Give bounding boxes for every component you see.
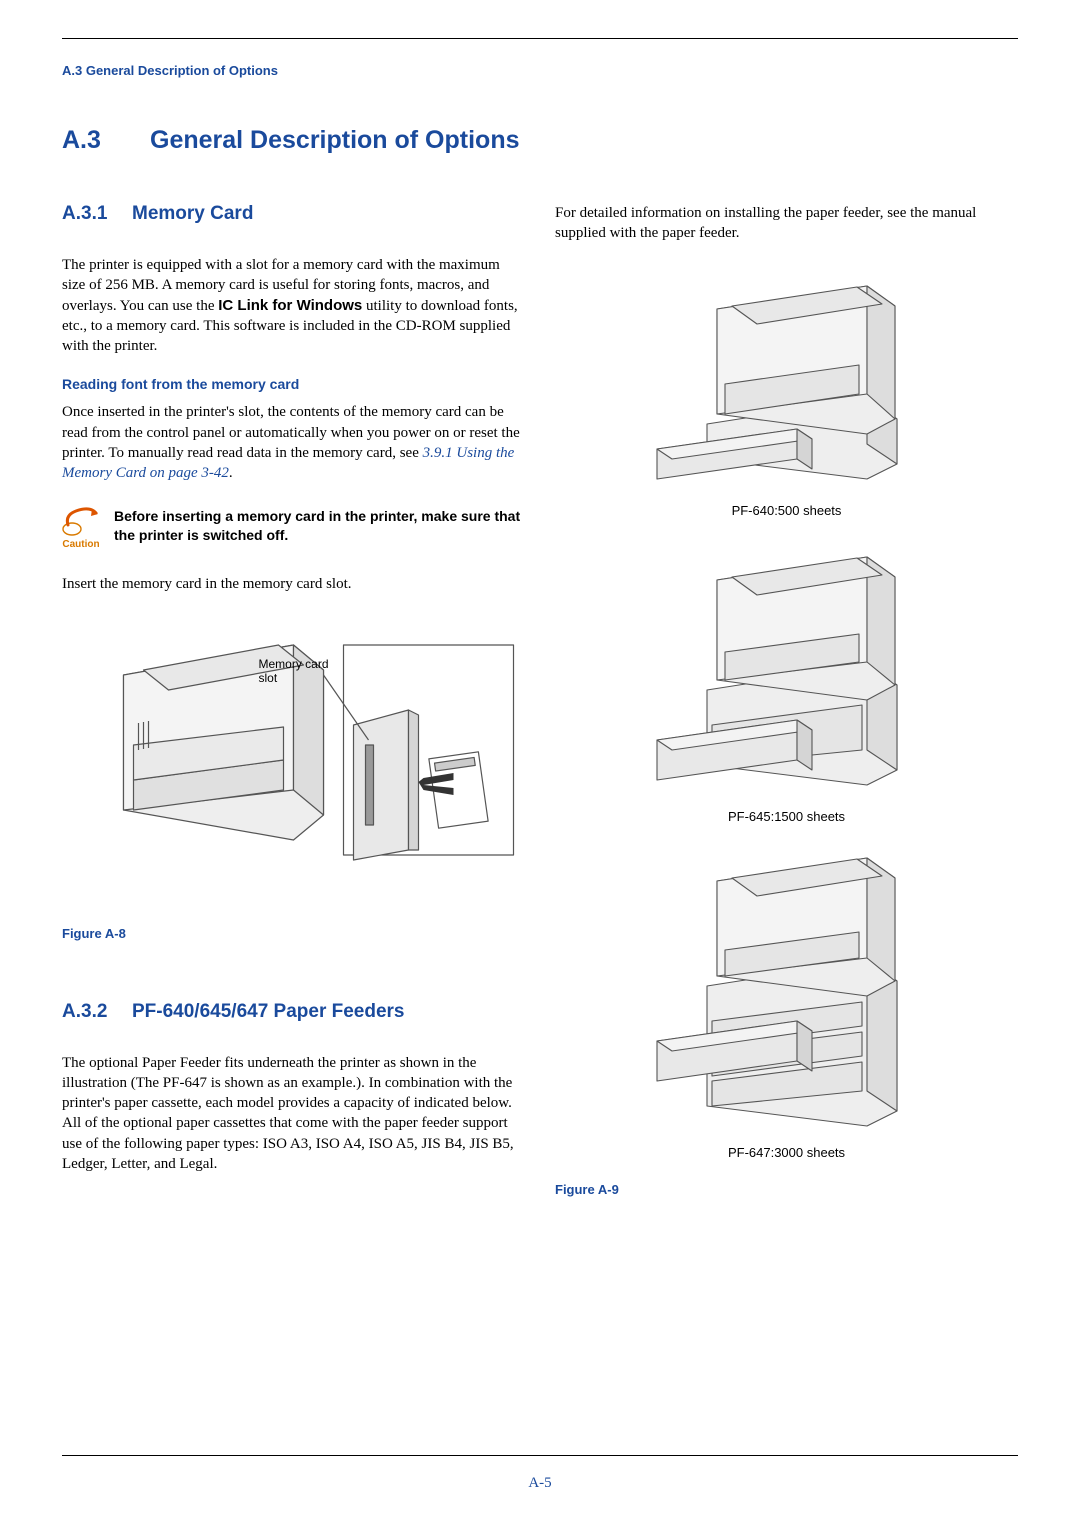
- a31-paragraph-1: The printer is equipped with a slot for …: [62, 255, 525, 356]
- a31-paragraph-2: Once inserted in the printer's slot, the…: [62, 402, 525, 483]
- caution-text: Before inserting a memory card in the pr…: [114, 507, 525, 545]
- pf-640-diagram: [637, 264, 937, 494]
- section-number: A.3: [62, 126, 150, 155]
- figure-a9: PF-640:500 sheets: [555, 264, 1018, 1160]
- subsection-a32-heading: A.3.2PF-640/645/647 Paper Feeders: [62, 1001, 525, 1023]
- pf-647-caption: PF-647:3000 sheets: [555, 1145, 1018, 1160]
- figure-a8: Memory card slot Figure A-8: [62, 615, 525, 941]
- subsection-a32-number: A.3.2: [62, 1001, 132, 1023]
- subsection-a31-heading: A.3.1Memory Card: [62, 203, 525, 225]
- subsection-a31-title: Memory Card: [132, 203, 253, 224]
- a31-p2-post: .: [229, 465, 233, 481]
- figure-a8-label: Figure A-8: [62, 926, 525, 941]
- figure-a9-label: Figure A-9: [555, 1182, 1018, 1197]
- page-number: A-5: [0, 1475, 1080, 1492]
- a31-p1-bold: IC Link for Windows: [218, 297, 362, 314]
- printer-memory-card-diagram: Memory card slot: [62, 615, 525, 885]
- pf-640-caption: PF-640:500 sheets: [555, 503, 1018, 518]
- caution-label: Caution: [62, 539, 100, 550]
- section-heading: A.3General Description of Options: [62, 126, 1018, 155]
- pf-645-diagram: [637, 540, 937, 800]
- pf-647-diagram: [637, 846, 937, 1136]
- running-head: A.3 General Description of Options: [62, 63, 1018, 78]
- right-intro-paragraph: For detailed information on installing t…: [555, 203, 1018, 244]
- right-column: For detailed information on installing t…: [555, 203, 1018, 1197]
- bottom-rule: [62, 1455, 1018, 1456]
- section-title-text: General Description of Options: [150, 126, 520, 154]
- caution-icon: Caution: [62, 507, 100, 550]
- subsection-a31-number: A.3.1: [62, 203, 132, 225]
- top-rule: [62, 38, 1018, 39]
- a31-paragraph-3: Insert the memory card in the memory car…: [62, 574, 525, 594]
- a31-runhead: Reading font from the memory card: [62, 376, 525, 392]
- caution-block: Caution Before inserting a memory card i…: [62, 507, 525, 550]
- a32-paragraph-1: The optional Paper Feeder fits underneat…: [62, 1053, 525, 1175]
- subsection-a32-title: PF-640/645/647 Paper Feeders: [132, 1001, 405, 1022]
- left-column: A.3.1Memory Card The printer is equipped…: [62, 203, 525, 1197]
- memory-card-callout: Memory card slot: [259, 657, 349, 686]
- pf-645-caption: PF-645:1500 sheets: [555, 809, 1018, 824]
